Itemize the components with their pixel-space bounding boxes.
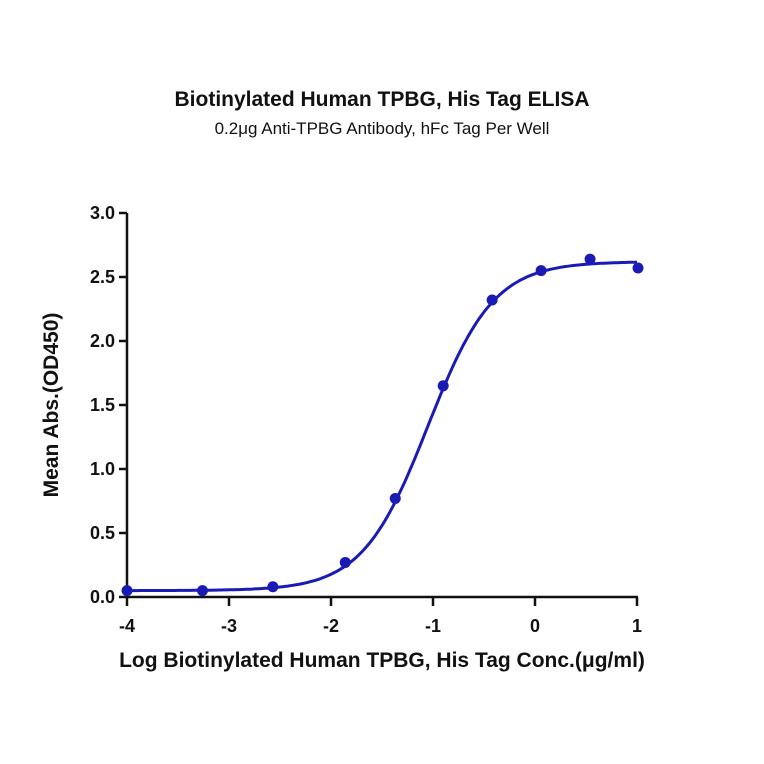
y-tick-label: 2.0 <box>90 331 115 351</box>
y-tick-label: 3.0 <box>90 203 115 223</box>
data-point <box>196 585 208 597</box>
data-point <box>584 253 596 265</box>
y-tick-label: 0.0 <box>90 587 115 607</box>
y-axis-label: Mean Abs.(OD450) <box>40 312 63 498</box>
y-tick-label: 0.5 <box>90 523 115 543</box>
data-point <box>437 380 449 392</box>
x-tick-label: -4 <box>119 616 135 636</box>
y-tick-label: 1.0 <box>90 459 115 479</box>
x-tick-label: 1 <box>632 616 642 636</box>
data-point <box>339 556 351 568</box>
data-point <box>267 581 279 593</box>
data-point <box>121 585 133 597</box>
x-tick-label: -2 <box>323 616 339 636</box>
x-tick-label: -3 <box>221 616 237 636</box>
data-point <box>389 492 401 504</box>
x-axis-label: Log Biotinylated Human TPBG, His Tag Con… <box>119 649 645 672</box>
x-tick-label: -1 <box>425 616 441 636</box>
data-point <box>486 294 498 306</box>
data-point <box>535 265 547 277</box>
y-tick-label: 2.5 <box>90 267 115 287</box>
y-tick-label: 1.5 <box>90 395 115 415</box>
fit-curve <box>127 260 637 593</box>
data-point <box>632 262 644 274</box>
x-tick-label: 0 <box>530 616 540 636</box>
chart-subtitle: 0.2μg Anti-TPBG Antibody, hFc Tag Per We… <box>214 119 550 138</box>
chart-title: Biotinylated Human TPBG, His Tag ELISA <box>174 88 590 111</box>
